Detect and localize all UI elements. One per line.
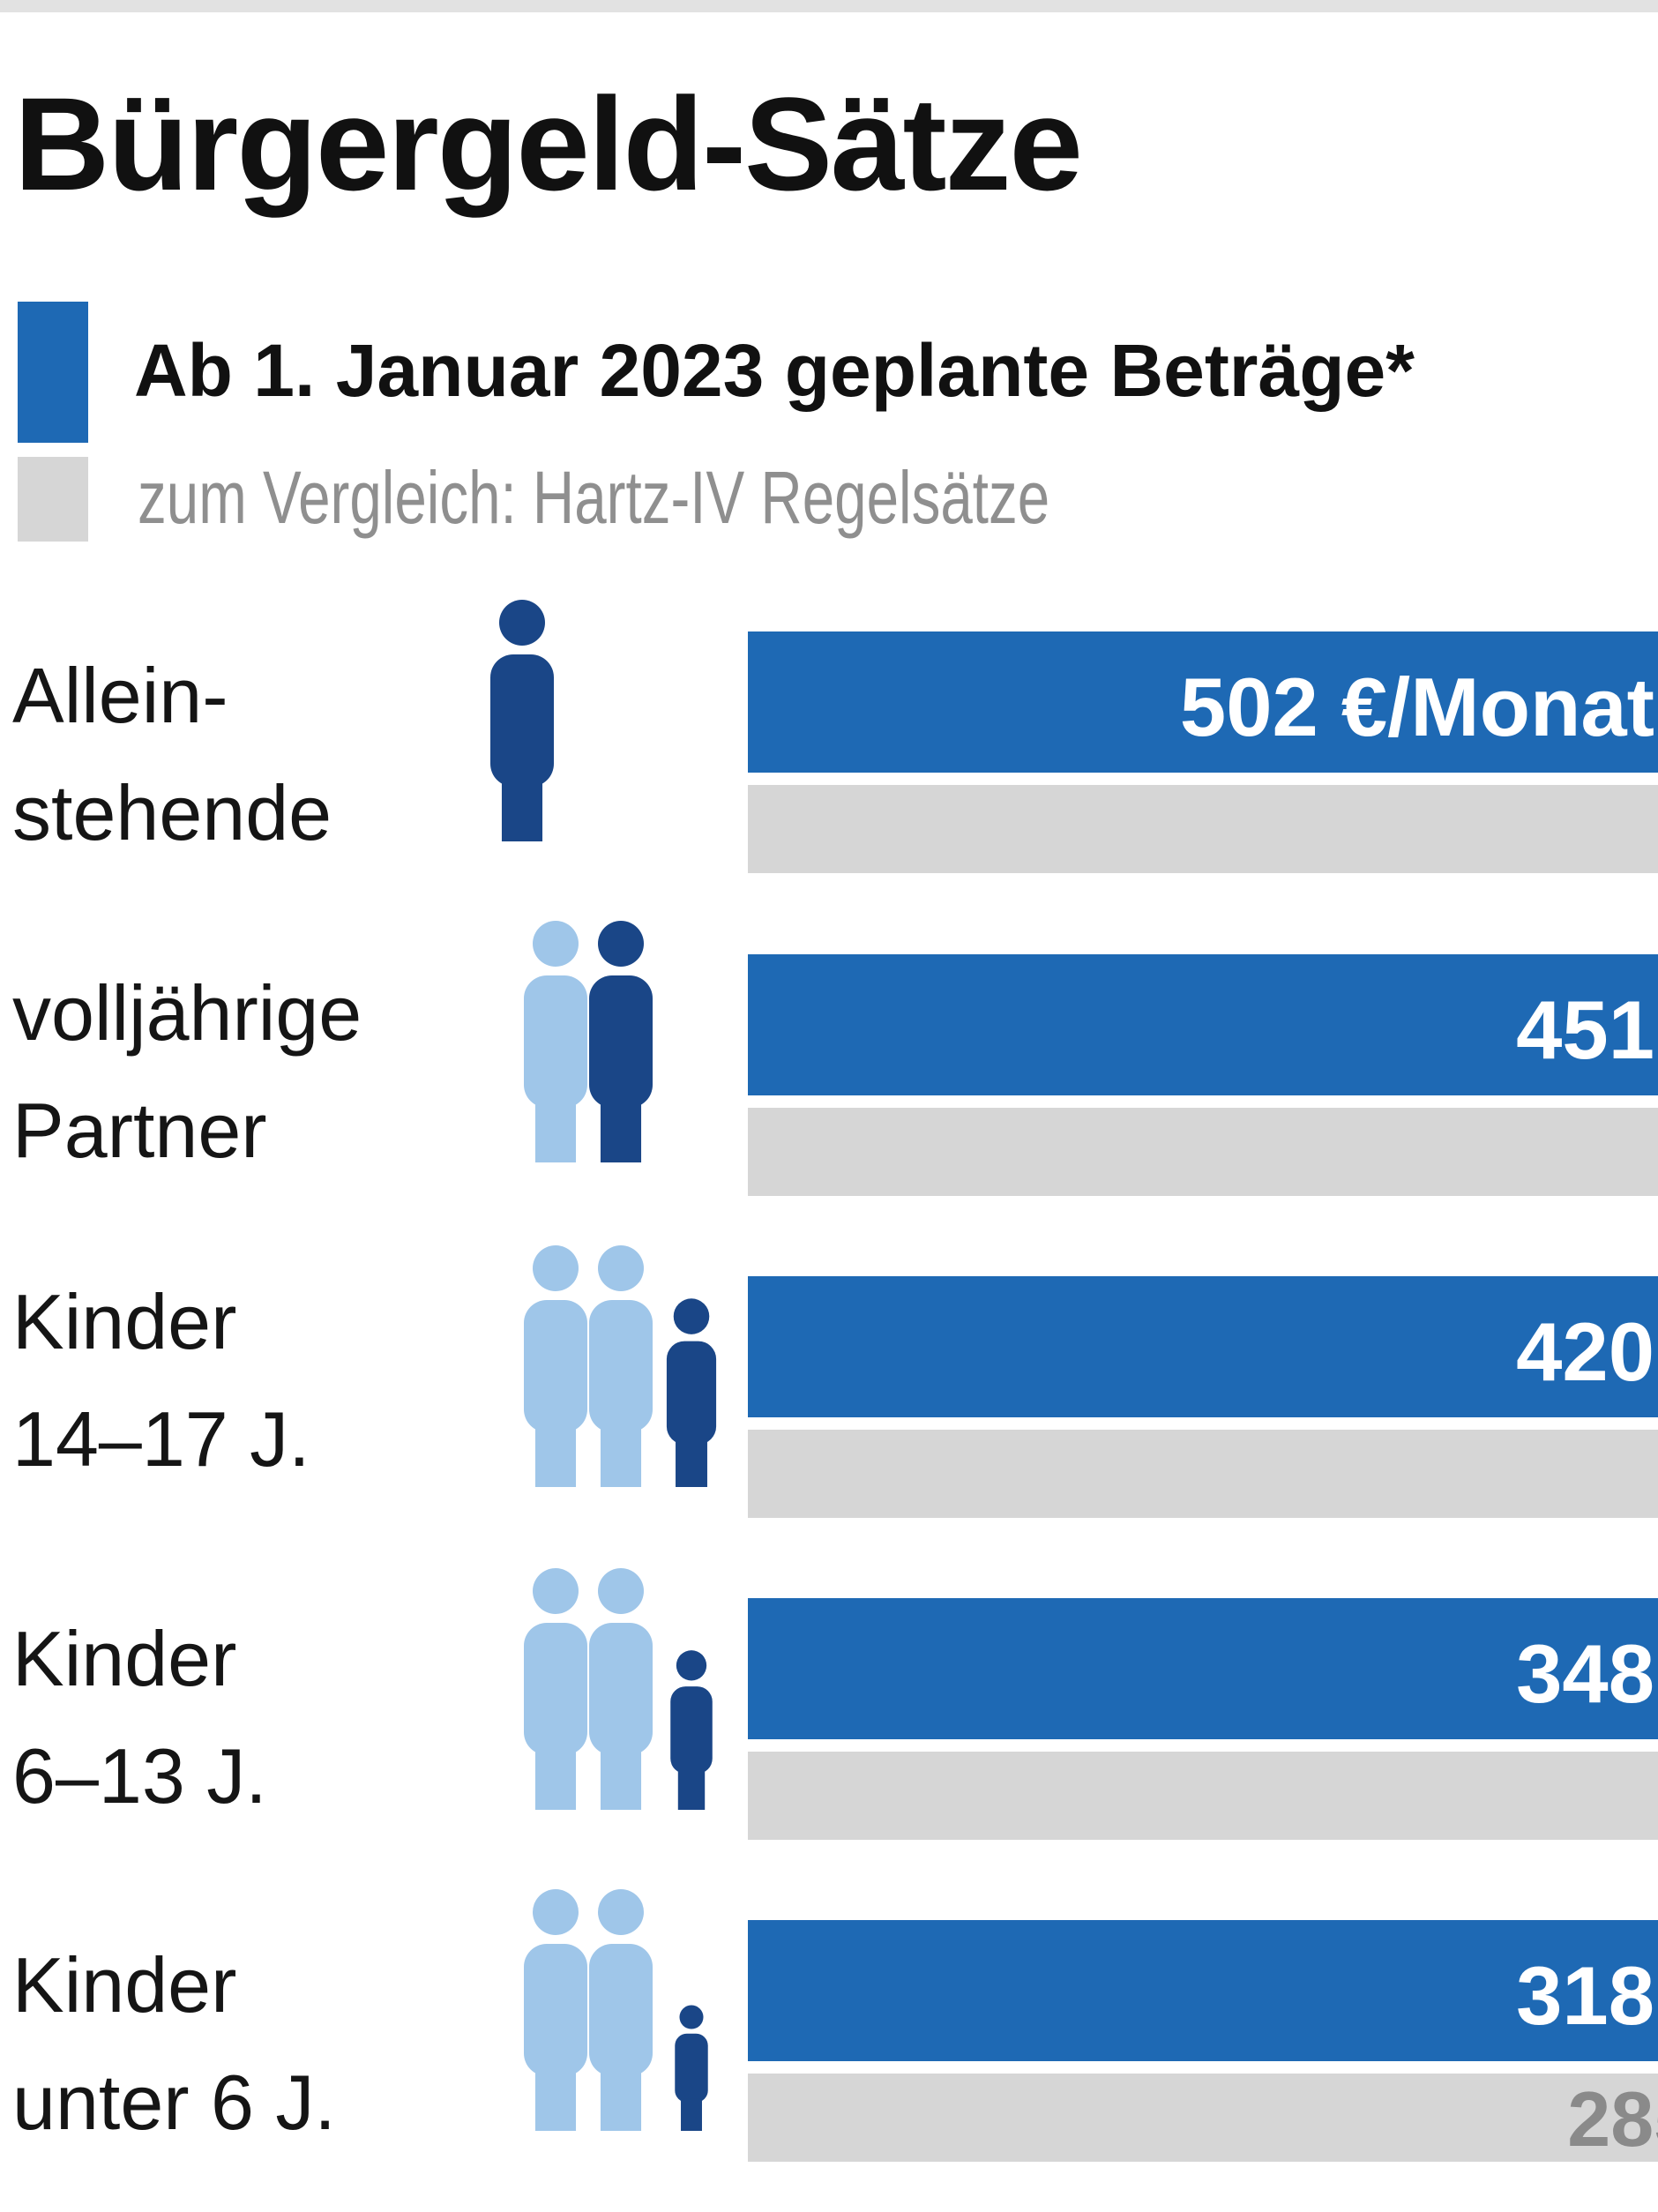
family-teen-icon xyxy=(524,1245,717,1487)
value-label-new: 451 xyxy=(1516,983,1654,1076)
value-label-old: 285 xyxy=(1567,2075,1658,2163)
legend-label-old: zum Vergleich: Hartz-IV Regelsätze xyxy=(138,456,1050,539)
value-label-new: 318 xyxy=(1516,1949,1654,2042)
category-label-line2: Partner xyxy=(12,1087,267,1174)
person-figure xyxy=(490,600,554,841)
category-label-line2: 6–13 J. xyxy=(12,1732,267,1820)
chart-title: Bürgergeld-Sätze xyxy=(14,70,1083,218)
person-figure xyxy=(524,1568,587,1810)
person-figure xyxy=(589,921,653,1162)
category-label-kinder-6-13: Kinder 6–13 J. xyxy=(12,1600,471,1835)
person-figure xyxy=(675,2005,708,2131)
bar-old xyxy=(748,785,1658,873)
bar-new xyxy=(748,954,1658,1095)
person-figure xyxy=(589,1245,653,1487)
value-label-new: 348 xyxy=(1516,1627,1654,1720)
person-figure xyxy=(524,921,587,1162)
family-toddler-icon xyxy=(524,1889,708,2131)
person-figure xyxy=(589,1568,653,1810)
category-label-line1: volljährige xyxy=(12,969,362,1057)
category-label-kinder-14-17: Kinder 14–17 J. xyxy=(12,1263,471,1498)
person-figure xyxy=(524,1889,587,2131)
bar-new xyxy=(748,1598,1658,1739)
person-figure xyxy=(524,1245,587,1487)
bar-old xyxy=(748,1430,1658,1518)
category-label-partner: volljährige Partner xyxy=(12,954,471,1189)
category-label-alleinstehende: Allein- stehende xyxy=(12,637,471,871)
category-label-line2: stehende xyxy=(12,769,332,856)
category-label-line1: Kinder xyxy=(12,1615,237,1702)
top-divider xyxy=(0,0,1658,12)
category-label-line2: unter 6 J. xyxy=(12,2059,336,2146)
single-adult-icon xyxy=(490,600,554,841)
category-label-line1: Kinder xyxy=(12,1278,237,1365)
person-figure xyxy=(666,1298,717,1487)
legend-swatch-new xyxy=(18,302,88,443)
bar-old xyxy=(748,1108,1658,1196)
bar-new xyxy=(748,631,1658,773)
family-child-icon xyxy=(524,1568,713,1810)
bar-old xyxy=(748,2074,1658,2162)
person-figure xyxy=(670,1650,713,1810)
category-label-kinder-unter-6: Kinder unter 6 J. xyxy=(12,1926,471,2161)
category-label-line1: Kinder xyxy=(12,1941,237,2029)
value-label-new: 502 €/Monat xyxy=(1180,661,1654,753)
person-figure xyxy=(589,1889,653,2131)
bar-old xyxy=(748,1752,1658,1840)
bar-new xyxy=(748,1920,1658,2061)
legend-swatch-old xyxy=(18,457,88,542)
adult-partners-icon xyxy=(524,921,653,1162)
value-label-new: 420 xyxy=(1516,1305,1654,1398)
bar-new xyxy=(748,1276,1658,1417)
legend-label-new: Ab 1. Januar 2023 geplante Beträge* xyxy=(134,329,1415,412)
category-label-line2: 14–17 J. xyxy=(12,1395,310,1483)
category-label-line1: Allein- xyxy=(12,652,228,739)
